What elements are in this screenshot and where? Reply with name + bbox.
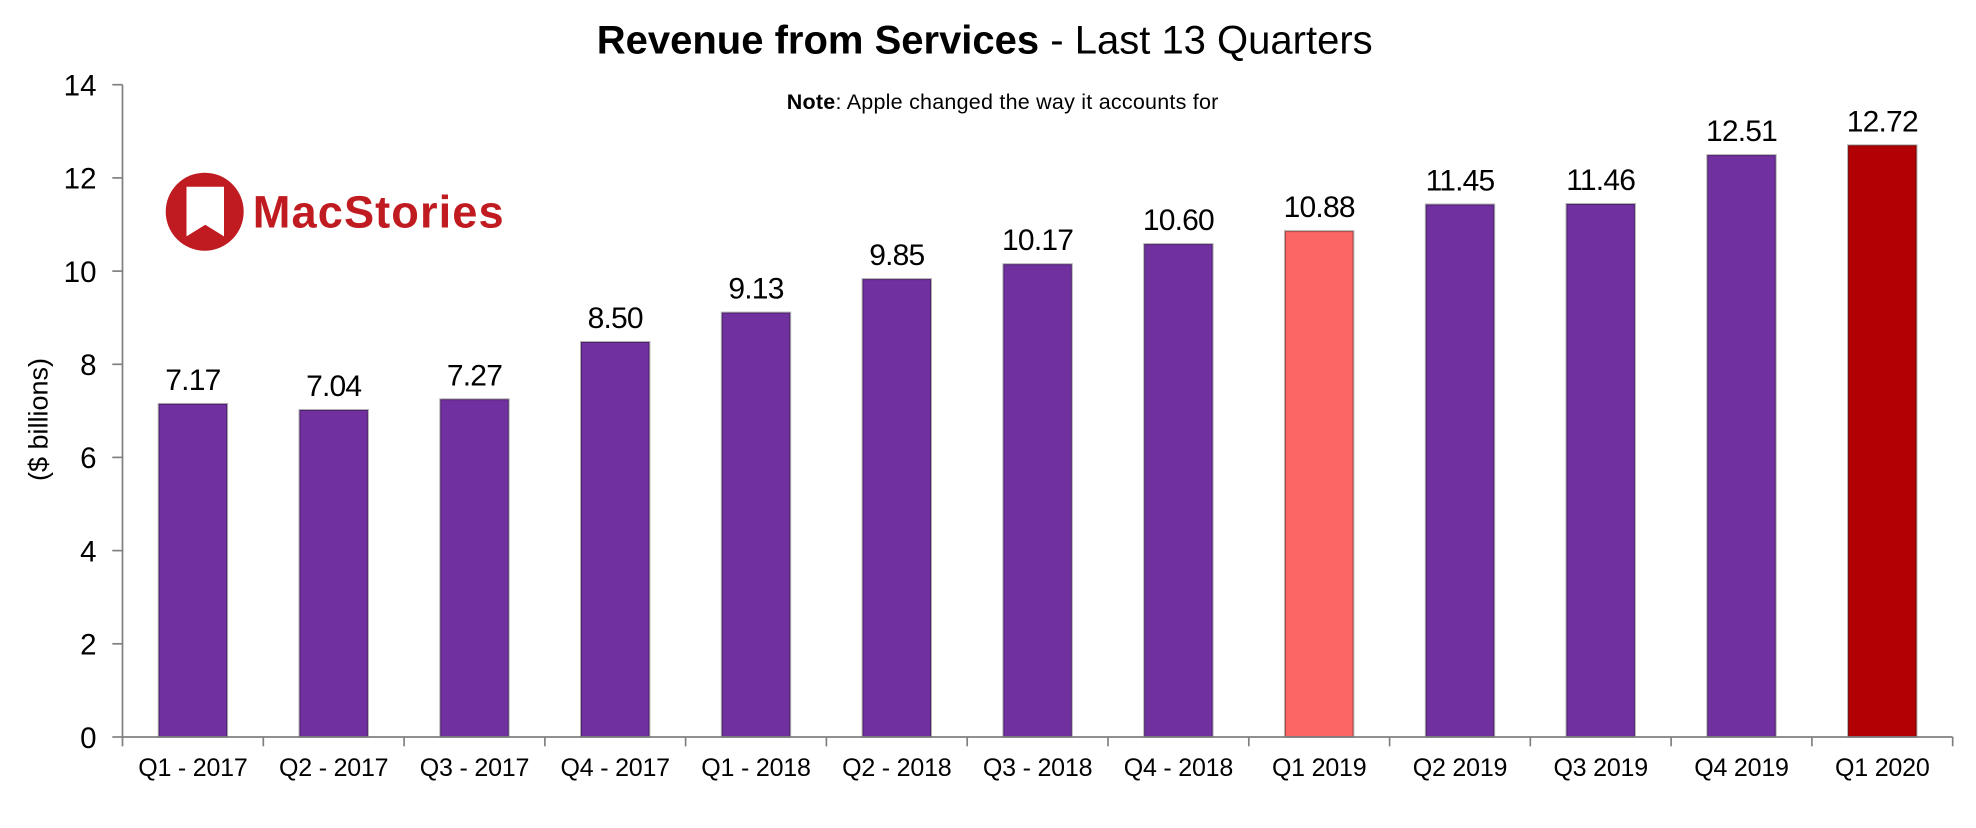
svg-text:Note: Apple changed the way it: Note: Apple changed the way it accounts …: [787, 90, 1219, 114]
svg-text:($ billions): ($ billions): [24, 358, 54, 481]
svg-text:Revenue from Services - Last 1: Revenue from Services - Last 13 Quarters: [597, 19, 1373, 63]
svg-text:12.51: 12.51: [1706, 115, 1777, 148]
svg-text:11.45: 11.45: [1426, 165, 1495, 198]
svg-text:Q2 - 2018: Q2 - 2018: [842, 754, 951, 782]
svg-text:7.17: 7.17: [165, 364, 220, 397]
svg-text:10.17: 10.17: [1002, 224, 1073, 257]
svg-text:Q1 - 2018: Q1 - 2018: [701, 754, 810, 782]
svg-text:10: 10: [64, 256, 97, 289]
svg-text:MacStories: MacStories: [253, 186, 505, 237]
svg-text:Q3 - 2018: Q3 - 2018: [983, 754, 1092, 782]
svg-text:Q1 2020: Q1 2020: [1835, 754, 1930, 782]
svg-text:4: 4: [80, 535, 96, 568]
svg-text:14: 14: [64, 70, 97, 103]
svg-text:6: 6: [80, 442, 96, 475]
svg-text:12.72: 12.72: [1847, 105, 1918, 138]
svg-text:Q2 2019: Q2 2019: [1413, 754, 1508, 782]
svg-text:12: 12: [64, 163, 97, 196]
svg-text:10.60: 10.60: [1143, 204, 1214, 237]
svg-text:Q3 - 2017: Q3 - 2017: [420, 754, 529, 782]
svg-text:Q3 2019: Q3 2019: [1553, 754, 1648, 782]
svg-text:Q4 - 2017: Q4 - 2017: [561, 754, 670, 782]
svg-text:2: 2: [80, 629, 96, 662]
svg-text:0: 0: [80, 722, 96, 755]
svg-text:Q1 - 2017: Q1 - 2017: [138, 754, 247, 782]
svg-text:9.13: 9.13: [728, 273, 783, 306]
svg-text:11.46: 11.46: [1566, 164, 1635, 197]
svg-text:8: 8: [80, 349, 96, 382]
svg-text:7.04: 7.04: [306, 370, 361, 403]
svg-text:Q4 - 2018: Q4 - 2018: [1124, 754, 1233, 782]
svg-text:Q2 - 2017: Q2 - 2017: [279, 754, 388, 782]
svg-text:9.85: 9.85: [869, 239, 924, 272]
svg-text:10.88: 10.88: [1284, 191, 1355, 224]
svg-text:Q1 2019: Q1 2019: [1272, 754, 1367, 782]
svg-text:7.27: 7.27: [447, 359, 502, 392]
svg-text:Q4 2019: Q4 2019: [1694, 754, 1789, 782]
svg-text:8.50: 8.50: [588, 302, 643, 335]
